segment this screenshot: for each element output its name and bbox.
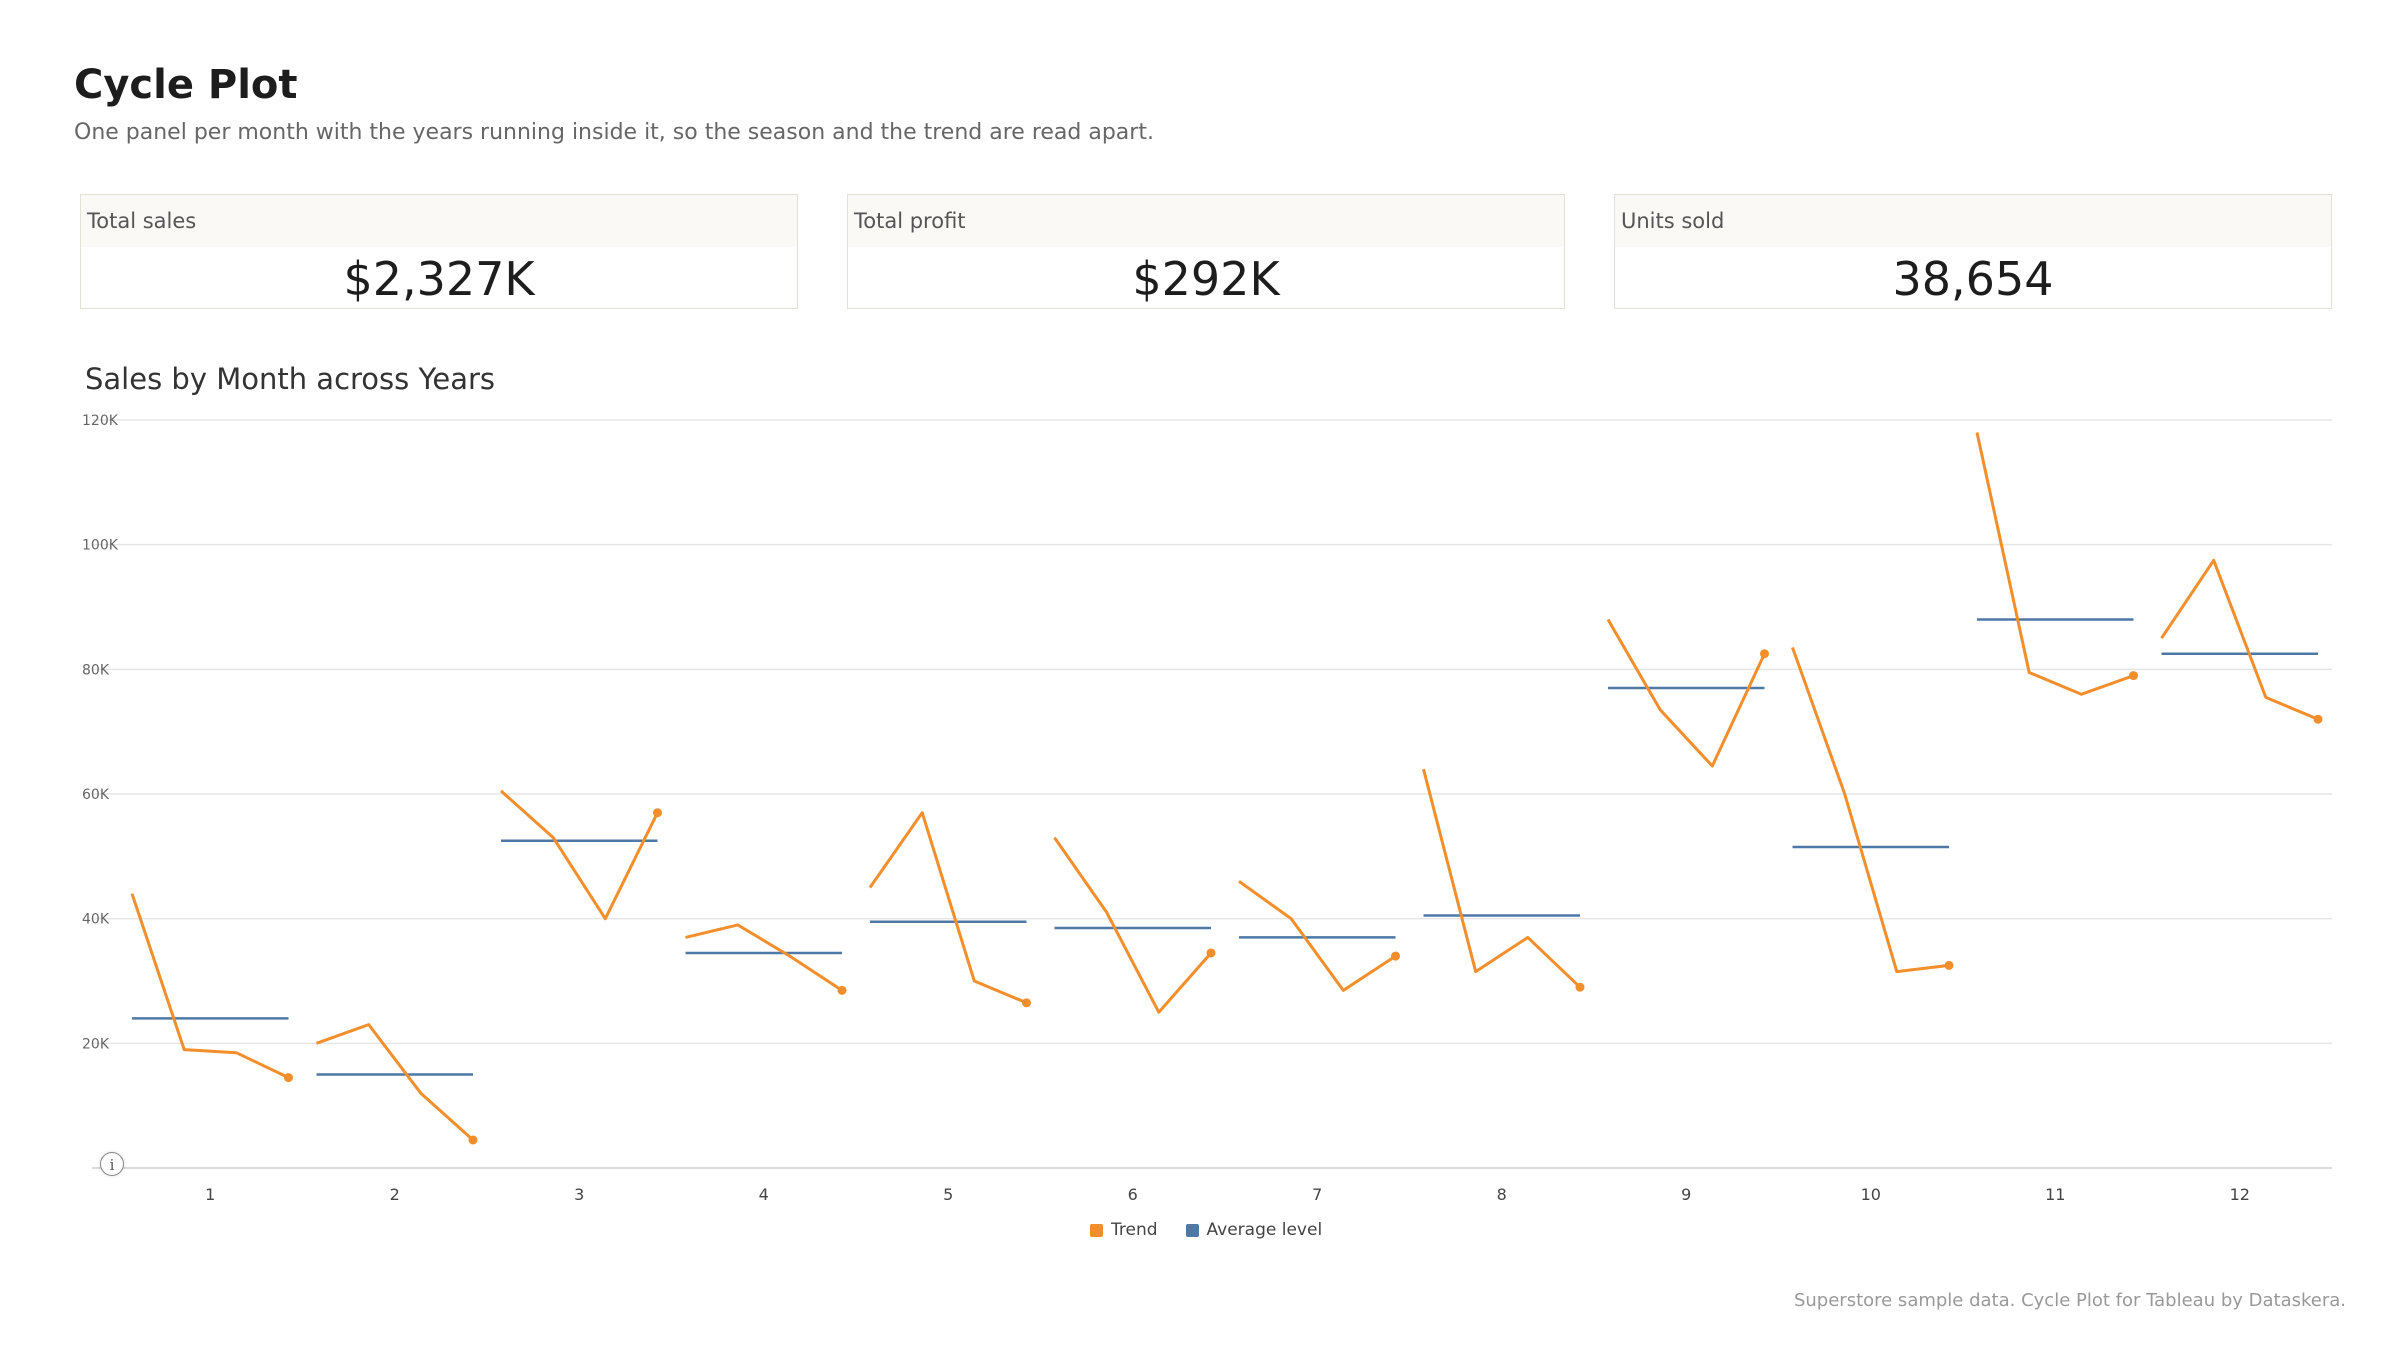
trend-line — [1606, 618, 1766, 768]
trend-line — [2160, 558, 2319, 721]
kpi-card-units-sold: Units sold 38,654 — [1614, 194, 2332, 309]
kpi-value: $292K — [1132, 252, 1280, 306]
x-tick-label: 11 — [2045, 1185, 2065, 1204]
y-tick-label: 60K — [82, 787, 110, 803]
trend-line — [1238, 880, 1397, 992]
x-tick-label: 7 — [1312, 1185, 1322, 1204]
legend-label-average: Average level — [1206, 1220, 1323, 1240]
kpi-card-total-profit: Total profit $292K — [847, 194, 1565, 309]
trend-line — [499, 789, 659, 921]
trend-line — [685, 923, 843, 992]
page-title: Cycle Plot — [74, 62, 298, 108]
y-tick-label: 20K — [82, 1036, 110, 1052]
trend-end-point — [1206, 948, 1216, 958]
legend: Trend Average level — [1090, 1220, 1322, 1240]
chart-title: Sales by Month across Years — [85, 362, 495, 396]
legend-swatch-average — [1185, 1223, 1199, 1237]
trend-end-point — [1575, 982, 1585, 992]
info-icon[interactable]: i — [100, 1152, 124, 1176]
trend-line — [1053, 836, 1213, 1014]
x-tick-label: 12 — [2230, 1185, 2250, 1204]
trend-end-point — [1391, 951, 1400, 961]
page-subtitle: One panel per month with the years runni… — [74, 120, 1154, 145]
trend-line — [1791, 646, 1950, 974]
legend-item-average[interactable]: Average level — [1185, 1220, 1323, 1240]
trend-end-point — [1022, 998, 1031, 1008]
x-tick-label: 8 — [1497, 1185, 1507, 1204]
y-tick-label: 40K — [82, 912, 110, 928]
kpi-card-total-sales: Total sales $2,327K — [80, 194, 798, 309]
kpi-value: $2,327K — [343, 252, 535, 306]
trend-end-point — [2313, 714, 2323, 724]
legend-label-trend: Trend — [1111, 1220, 1158, 1240]
trend-end-point — [1944, 960, 1954, 970]
kpi-label: Units sold — [1621, 209, 1725, 233]
kpi-label: Total profit — [854, 209, 966, 233]
trend-line — [130, 893, 290, 1079]
y-tick-label: 80K — [82, 662, 110, 678]
x-tick-label: 1 — [205, 1185, 215, 1204]
trend-end-point — [653, 808, 662, 818]
trend-end-point — [837, 985, 847, 995]
x-tick-label: 9 — [1681, 1185, 1691, 1204]
x-tick-label: 2 — [390, 1185, 400, 1204]
x-tick-label: 4 — [759, 1185, 769, 1204]
trend-line — [868, 811, 1028, 1005]
trend-end-point — [468, 1135, 478, 1145]
trend-line — [315, 1023, 475, 1142]
legend-swatch-trend — [1090, 1223, 1103, 1237]
y-tick-label: 120K — [82, 413, 119, 429]
kpi-value: 38,654 — [1892, 252, 2054, 306]
x-tick-label: 5 — [943, 1185, 953, 1204]
trend-end-point — [1760, 649, 1769, 659]
x-tick-label: 6 — [1128, 1185, 1138, 1204]
trend-end-point — [2129, 671, 2138, 681]
x-tick-label: 10 — [1861, 1185, 1881, 1204]
kpi-label: Total sales — [87, 209, 197, 233]
y-tick-label: 100K — [82, 538, 119, 554]
legend-item-trend[interactable]: Trend — [1090, 1220, 1158, 1240]
footer-note: Superstore sample data. Cycle Plot for T… — [1793, 1290, 2346, 1311]
trend-end-point — [284, 1073, 293, 1083]
trend-line — [1422, 768, 1582, 989]
x-tick-label: 3 — [574, 1185, 584, 1204]
trend-line — [1975, 432, 2135, 696]
